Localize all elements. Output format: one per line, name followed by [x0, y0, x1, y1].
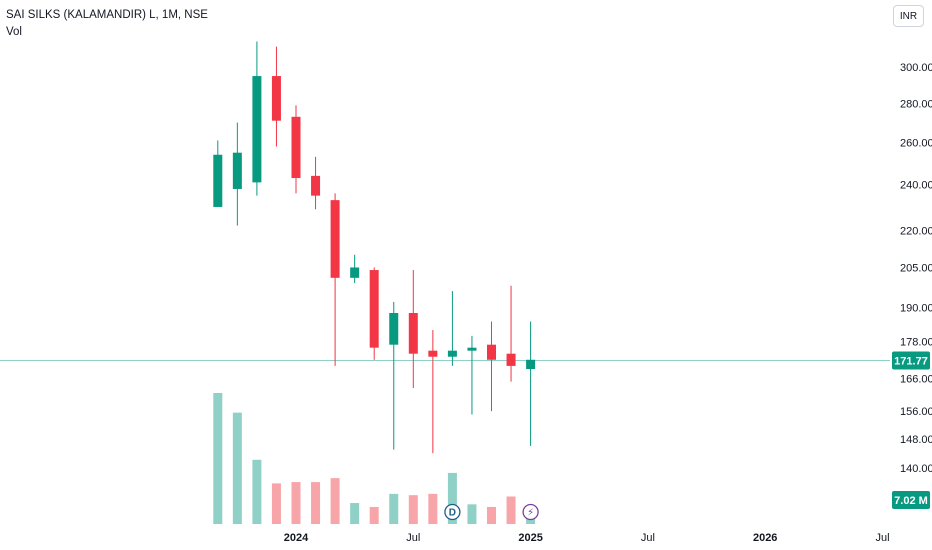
- price-tick-label: 300.00: [900, 62, 932, 74]
- lightning-icon: [522, 503, 539, 521]
- candle[interactable]: [506, 285, 516, 382]
- candle-body: [291, 116, 301, 179]
- candle[interactable]: [252, 41, 262, 196]
- time-tick-label: 2026: [753, 532, 777, 544]
- volume-bar: [487, 506, 496, 524]
- volume-bar: [271, 483, 281, 524]
- candle[interactable]: [389, 301, 399, 450]
- candle-body: [506, 353, 516, 366]
- price-tick-label: 190.00: [900, 302, 932, 314]
- price-tick-label: 220.00: [900, 225, 932, 237]
- candle-body: [408, 312, 418, 354]
- split-marker[interactable]: ⚡: [522, 503, 539, 521]
- volume-bar: [232, 412, 242, 524]
- time-tick-label: Jul: [875, 532, 889, 544]
- candle[interactable]: [330, 193, 340, 366]
- volume-bar: [330, 478, 340, 524]
- candle[interactable]: [487, 321, 496, 412]
- candle-body: [447, 350, 457, 357]
- candle[interactable]: [350, 254, 360, 284]
- volume-bar: [506, 496, 516, 524]
- event-markers[interactable]: D ⚡: [444, 503, 539, 521]
- price-tick-label: 240.00: [900, 180, 932, 192]
- candle[interactable]: [447, 291, 457, 366]
- volume-bar: [428, 493, 438, 524]
- volume-bar: [408, 495, 418, 524]
- candle-body: [232, 152, 242, 189]
- volume-bar: [252, 459, 262, 524]
- price-tick-label: 140.00: [900, 463, 932, 475]
- dividend-icon: [444, 503, 461, 521]
- candle[interactable]: [213, 140, 223, 207]
- candle-body: [330, 200, 340, 278]
- price-tick-label: 205.00: [900, 262, 932, 274]
- price-tick-label: 260.00: [900, 137, 932, 149]
- volume-bars: [213, 393, 536, 524]
- candle-body: [487, 344, 496, 360]
- candle-body: [271, 76, 281, 121]
- currency-button[interactable]: INR: [893, 5, 924, 27]
- last-volume-label: 7.02 M: [894, 495, 928, 507]
- time-axis[interactable]: 2024Jul2025Jul2026Jul2027Jul2028Jul2029: [284, 532, 932, 544]
- volume-legend[interactable]: Vol: [6, 26, 22, 38]
- candle[interactable]: [369, 267, 379, 360]
- event-marker-label: D: [449, 508, 456, 519]
- volume-bar: [447, 472, 457, 524]
- candle[interactable]: [232, 122, 242, 226]
- candle-body: [350, 267, 360, 278]
- candlesticks[interactable]: [213, 41, 536, 454]
- candle[interactable]: [467, 335, 477, 415]
- volume-bar: [350, 503, 360, 524]
- candle-body: [428, 350, 438, 357]
- last-value-labels: 171.77 7.02 M: [892, 351, 930, 509]
- volume-bar: [291, 482, 301, 524]
- candle[interactable]: [408, 270, 418, 389]
- price-tick-label: 178.00: [900, 337, 932, 349]
- candle[interactable]: [428, 330, 438, 454]
- candle[interactable]: [271, 46, 281, 147]
- time-tick-label: 2024: [284, 532, 309, 544]
- candle[interactable]: [526, 321, 536, 446]
- time-tick-label: 2025: [518, 532, 542, 544]
- dividend-marker[interactable]: D: [444, 503, 461, 521]
- candle-body: [213, 154, 223, 207]
- price-tick-label: 156.00: [900, 406, 932, 418]
- time-tick-label: Jul: [641, 532, 655, 544]
- price-tick-label: 148.00: [900, 434, 932, 446]
- last-price-badge: [892, 351, 930, 370]
- candle-body: [526, 359, 536, 370]
- price-tick-label: 280.00: [900, 99, 932, 111]
- candle-body: [389, 312, 399, 345]
- price-axis[interactable]: 300.00 280.00 260.00 240.00 220.00 205.00 190.…: [900, 62, 932, 475]
- time-tick-label: Jul: [406, 532, 420, 544]
- last-price-label: 171.77: [894, 355, 928, 367]
- candle-body: [252, 76, 262, 183]
- volume-bar: [311, 482, 321, 524]
- candle-body: [311, 175, 321, 196]
- last-volume-badge: [892, 491, 930, 509]
- event-marker-label: ⚡: [527, 508, 534, 519]
- volume-bar: [467, 504, 477, 524]
- candle[interactable]: [311, 156, 321, 210]
- price-tick-label: 166.00: [900, 373, 932, 385]
- volume-bar: [369, 506, 379, 524]
- symbol-legend[interactable]: SAI SILKS (KALAMANDIR) L, 1M, NSE: [6, 9, 208, 21]
- volume-bar: [389, 493, 399, 524]
- candle[interactable]: [291, 105, 301, 194]
- candle-body: [467, 347, 477, 351]
- candle-body: [369, 270, 379, 348]
- volume-bar: [213, 393, 223, 524]
